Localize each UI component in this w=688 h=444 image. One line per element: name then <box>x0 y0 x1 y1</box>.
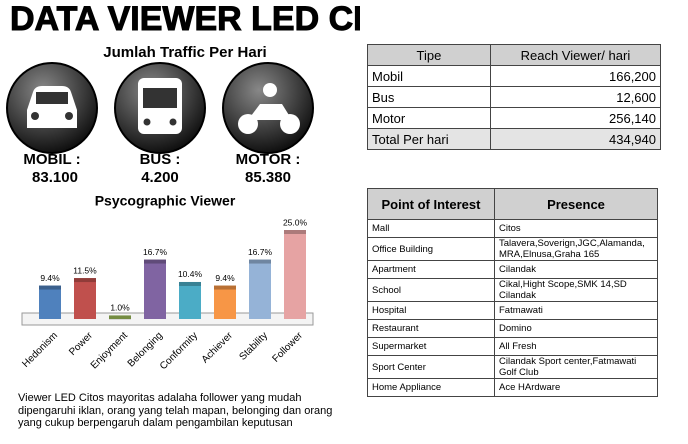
row: Supermarket All Fresh <box>367 337 658 356</box>
header-row: Tipe Reach Viewer/ hari <box>367 44 662 66</box>
value-label: 11.5% <box>73 265 97 275</box>
bar <box>74 278 96 319</box>
cell: Cilandak <box>494 260 658 279</box>
value-label: 9.4% <box>215 273 235 283</box>
header-cell: Point of Interest <box>367 188 495 220</box>
row: Mobil 166,200 <box>367 65 662 87</box>
x-tick-label: Achiever <box>200 330 236 366</box>
header-cell: Tipe <box>367 44 491 66</box>
x-tick-label: Enjoyment <box>89 330 130 371</box>
value-label: 1.0% <box>110 303 130 313</box>
cell: Total Per hari <box>367 128 491 150</box>
cell: Cilandak Sport center,Fatmawati Golf Clu… <box>494 355 658 379</box>
row: Mall Citos <box>367 219 658 238</box>
bar-cap <box>74 278 96 283</box>
x-tick-label: Follower <box>270 330 305 365</box>
cell: All Fresh <box>494 337 658 356</box>
bar <box>284 230 306 319</box>
cell: Office Building <box>367 237 495 261</box>
traffic-label: MOTOR : <box>236 151 301 168</box>
bar <box>144 259 166 319</box>
value-label: 25.0% <box>283 217 308 227</box>
value-label: 10.4% <box>178 269 203 279</box>
reach-table: Tipe Reach Viewer/ hari Mobil 166,200 Bus 12,… <box>367 44 662 150</box>
cell: 166,200 <box>489 65 662 87</box>
header-cell: Presence <box>494 188 658 220</box>
car-icon <box>6 62 98 154</box>
left-panel: DATA VIEWER LED CITOS Jumlah Traffic Per… <box>6 0 360 372</box>
cell: Mobil <box>367 65 491 87</box>
row: Restaurant Domino <box>367 319 658 338</box>
cell: 434,940 <box>489 128 662 150</box>
row: Bus 12,600 <box>367 86 662 108</box>
traffic-value: 83.100 <box>32 169 78 186</box>
row: Apartment Cilandak <box>367 260 658 279</box>
bar <box>179 281 201 319</box>
row: Total Per hari 434,940 <box>367 128 662 150</box>
bar <box>249 259 271 319</box>
cell: 12,600 <box>489 86 662 108</box>
poi-table: Point of Interest Presence Mall Citos Office… <box>367 188 658 397</box>
cell: Restaurant <box>367 319 495 338</box>
row: Home Appliance Ace HArdware <box>367 378 658 397</box>
bar-cap <box>284 230 306 234</box>
cell: Bus <box>367 86 491 108</box>
bar-cap <box>214 285 236 290</box>
page-title: DATA VIEWER LED CITOS <box>10 0 360 38</box>
header-cell: Reach Viewer/ hari <box>489 44 662 66</box>
chart-title: Psycographic Viewer <box>95 193 236 209</box>
cell: 256,140 <box>489 107 662 129</box>
row: Hospital Fatmawati <box>367 301 658 320</box>
bar-cap <box>179 281 201 286</box>
cell: Sport Center <box>367 355 495 379</box>
cell: Apartment <box>367 260 495 279</box>
value-label: 9.4% <box>40 273 60 283</box>
value-label: 16.7% <box>143 247 168 257</box>
cell: Domino <box>494 319 658 338</box>
cell: Hospital <box>367 301 495 320</box>
traffic-label: MOBIL : <box>23 151 80 168</box>
cell: Motor <box>367 107 491 129</box>
bar <box>214 285 236 319</box>
row: Motor 256,140 <box>367 107 662 129</box>
row: Sport Center Cilandak Sport center,Fatmaw… <box>367 355 658 379</box>
x-tick-label: Conformity <box>158 330 200 372</box>
traffic-label: BUS : <box>140 151 181 168</box>
bar <box>109 315 131 319</box>
cell: School <box>367 278 495 302</box>
bar <box>39 285 61 319</box>
motor-icon <box>222 62 314 154</box>
bar-cap <box>109 315 131 320</box>
cell: Ace HArdware <box>494 378 658 397</box>
cell: Citos <box>494 219 658 238</box>
description: Viewer LED Citos mayoritas adalaha follo… <box>18 392 333 429</box>
header-row: Point of Interest Presence <box>367 188 658 220</box>
row: Office Building Talavera,Soverign,JGC,Ala… <box>367 237 658 261</box>
bar-cap <box>144 259 166 264</box>
traffic-value: 4.200 <box>141 169 179 186</box>
traffic-title: Jumlah Traffic Per Hari <box>103 44 266 61</box>
x-tick-label: Power <box>67 330 95 358</box>
x-tick-label: Hedonism <box>20 330 60 370</box>
value-label: 16.7% <box>248 247 273 257</box>
cell: Supermarket <box>367 337 495 356</box>
row: School Cikal,Hight Scope,SMK 14,SD Ciland… <box>367 278 658 302</box>
x-tick-label: Stability <box>237 330 270 363</box>
cell: Mall <box>367 219 495 238</box>
traffic-value: 85.380 <box>245 169 291 186</box>
cell: Fatmawati <box>494 301 658 320</box>
cell: Cikal,Hight Scope,SMK 14,SD Cilandak <box>494 278 658 302</box>
cell: Talavera,Soverign,JGC,Alamanda, MRA,Elnu… <box>494 237 658 261</box>
bus-icon <box>114 62 206 154</box>
bar-cap <box>39 285 61 290</box>
cell: Home Appliance <box>367 378 495 397</box>
bar-cap <box>249 259 271 264</box>
